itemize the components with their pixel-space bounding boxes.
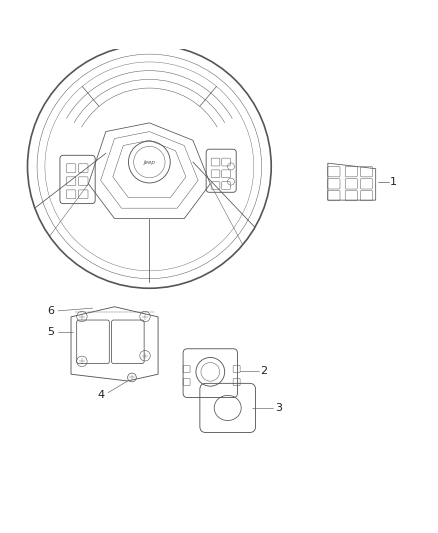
Text: Jeep: Jeep	[143, 159, 155, 165]
Text: 1: 1	[390, 176, 397, 187]
Text: 4: 4	[98, 390, 105, 400]
Text: 2: 2	[261, 366, 268, 376]
Text: 3: 3	[275, 403, 282, 413]
Text: 6: 6	[47, 306, 54, 316]
Text: 5: 5	[47, 327, 54, 337]
